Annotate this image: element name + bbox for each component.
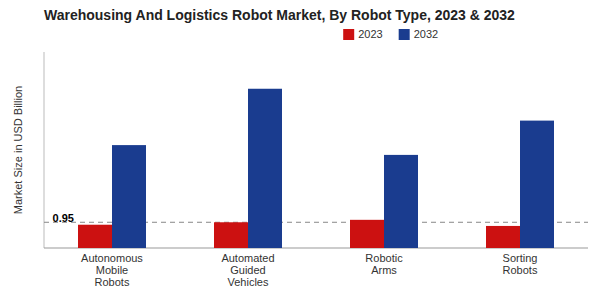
bar	[112, 145, 146, 248]
bar	[78, 225, 112, 248]
legend-swatch	[399, 29, 410, 40]
annotation: 0.95	[53, 212, 74, 224]
plot-area	[44, 89, 588, 248]
chart: Warehousing And Logistics Robot Market, …	[0, 0, 600, 300]
bar	[350, 220, 384, 248]
y-axis-line	[44, 52, 45, 248]
legend-label: 2032	[414, 28, 438, 40]
legend-label: 2023	[358, 28, 382, 40]
title: Warehousing And Logistics Robot Market, …	[44, 7, 515, 23]
bar	[486, 226, 520, 248]
x-tick-label: AutomatedGuidedVehicles	[221, 252, 274, 288]
bar	[248, 89, 282, 248]
y-axis-label: Market Size in USD Billion	[12, 86, 24, 214]
x-tick-label: RoboticArms	[365, 252, 403, 276]
legend-swatch	[343, 29, 354, 40]
x-tick-label: AutonomousMobileRobots	[81, 252, 143, 288]
bar	[520, 121, 554, 248]
bar	[214, 222, 248, 248]
x-tick-label: SortingRobots	[503, 252, 538, 276]
bar	[384, 155, 418, 248]
legend: 2023 2032	[343, 28, 438, 40]
